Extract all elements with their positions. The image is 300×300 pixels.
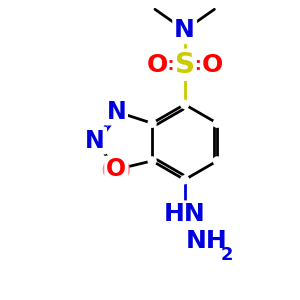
Text: NH: NH (186, 229, 227, 253)
Text: N: N (85, 129, 105, 153)
Text: 2: 2 (220, 246, 233, 264)
Text: HN: HN (164, 202, 206, 226)
Circle shape (148, 119, 156, 127)
Circle shape (213, 157, 221, 165)
Circle shape (148, 157, 156, 165)
Circle shape (213, 119, 221, 127)
Circle shape (103, 157, 129, 182)
Text: O: O (202, 53, 223, 77)
Circle shape (181, 100, 189, 108)
Text: N: N (174, 18, 195, 42)
Text: S: S (175, 51, 195, 79)
Text: O: O (106, 158, 126, 182)
Circle shape (105, 101, 127, 122)
Text: O: O (146, 53, 168, 77)
Text: N: N (106, 100, 126, 124)
Circle shape (181, 176, 189, 184)
